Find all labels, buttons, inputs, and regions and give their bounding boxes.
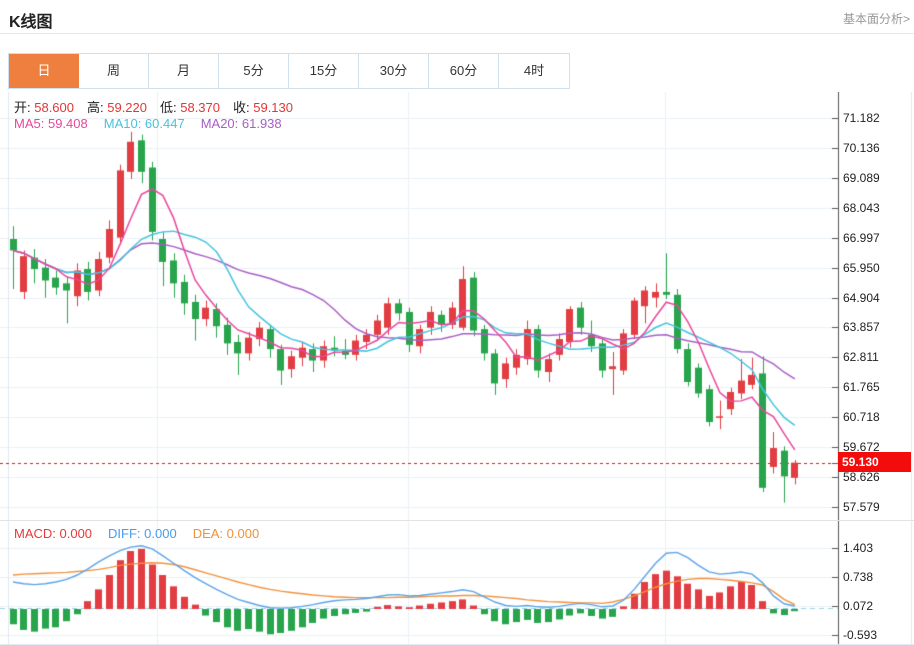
open-value: 58.600 — [34, 100, 74, 115]
price-tick-label: 70.136 — [843, 140, 880, 155]
macd-tick-label: 0.072 — [843, 599, 874, 613]
ma-row-ma10: MA10: 60.447 — [104, 116, 185, 131]
price-tick-label: 58.626 — [843, 470, 880, 485]
open-label: 开: — [14, 100, 35, 115]
close-label: 收: — [233, 100, 254, 115]
price-tick-label: 65.950 — [843, 260, 880, 275]
price-tick-label: 69.089 — [843, 170, 880, 185]
ohlc-row-high: 高: 59.220 — [87, 97, 147, 116]
tab-60min[interactable]: 60分 — [429, 54, 499, 88]
macd-tick-label: -0.593 — [843, 628, 878, 642]
high-label: 高: — [87, 100, 108, 115]
diff-label: DIFF: — [108, 526, 145, 541]
current-price-badge: 59.130 — [838, 452, 911, 472]
tab-30min[interactable]: 30分 — [359, 54, 429, 88]
ma-row-ma5: MA5: 59.408 — [14, 116, 88, 131]
ma5-label: MA5: — [14, 116, 48, 131]
tab-15min[interactable]: 15分 — [289, 54, 359, 88]
tab-month[interactable]: 月 — [149, 54, 219, 88]
low-label: 低: — [160, 100, 181, 115]
fundamental-analysis-link[interactable]: 基本面分析> — [842, 12, 910, 26]
macd-value: 0.000 — [59, 526, 93, 541]
price-tick-label: 63.857 — [843, 320, 880, 335]
dea-label: DEA: — [192, 526, 227, 541]
price-tick-label: 61.765 — [843, 380, 880, 395]
page-title: K线图 — [9, 14, 53, 31]
ma10-label: MA10: — [103, 116, 145, 131]
macd-row-macd: MACD: 0.000 — [14, 526, 92, 541]
price-tick-label: 68.043 — [843, 200, 880, 215]
macd-label: MACD: — [14, 526, 60, 541]
price-tick-label: 60.718 — [843, 410, 880, 425]
low-value: 58.370 — [180, 100, 220, 115]
ma-row-ma20: MA20: 61.938 — [201, 116, 282, 131]
dea-value: 0.000 — [226, 526, 260, 541]
ma-legend: MA5: 59.408 MA10: 60.447 MA20: 61.938 — [14, 116, 298, 131]
tab-5min[interactable]: 5分 — [219, 54, 289, 88]
tab-4hour[interactable]: 4时 — [499, 54, 569, 88]
macd-tick-label: 1.403 — [843, 541, 874, 555]
ohlc-legend: 开: 58.600 高: 59.220 低: 58.370 收: 59.130 — [14, 97, 306, 116]
period-tabbar: 日周月 5分 15分 30分 60分 4时 — [8, 53, 570, 89]
price-tick-label: 59.672 — [843, 440, 880, 455]
kline-chart-canvas[interactable] — [0, 92, 914, 645]
price-tick-label: 57.579 — [843, 499, 880, 514]
macd-tick-label: 0.738 — [843, 570, 874, 584]
ohlc-row-open: 开: 58.600 — [14, 97, 74, 116]
ma5-value: 59.408 — [47, 116, 88, 131]
close-value: 59.130 — [253, 100, 293, 115]
ohlc-row-close: 收: 59.130 — [233, 97, 293, 116]
price-tick-label: 64.904 — [843, 290, 880, 305]
ma20-label: MA20: — [200, 116, 242, 131]
price-tick-label: 66.997 — [843, 230, 880, 245]
macd-legend: MACD: 0.000 DIFF: 0.000 DEA: 0.000 — [14, 526, 275, 541]
diff-value: 0.000 — [144, 526, 177, 541]
high-value: 59.220 — [107, 100, 147, 115]
price-tick-label: 62.811 — [843, 350, 879, 365]
ma10-value: 60.447 — [144, 116, 185, 131]
price-tick-label: 71.182 — [843, 111, 880, 125]
tab-week[interactable]: 周 — [79, 54, 149, 88]
pane-divider — [0, 520, 914, 521]
ohlc-row-low: 低: 58.370 — [160, 97, 220, 116]
macd-row-diff: DIFF: 0.000 — [108, 526, 177, 541]
ma20-value: 61.938 — [241, 116, 282, 131]
tab-day[interactable]: 日 — [9, 54, 79, 88]
macd-row-dea: DEA: 0.000 — [193, 526, 260, 541]
header-divider — [0, 33, 914, 34]
